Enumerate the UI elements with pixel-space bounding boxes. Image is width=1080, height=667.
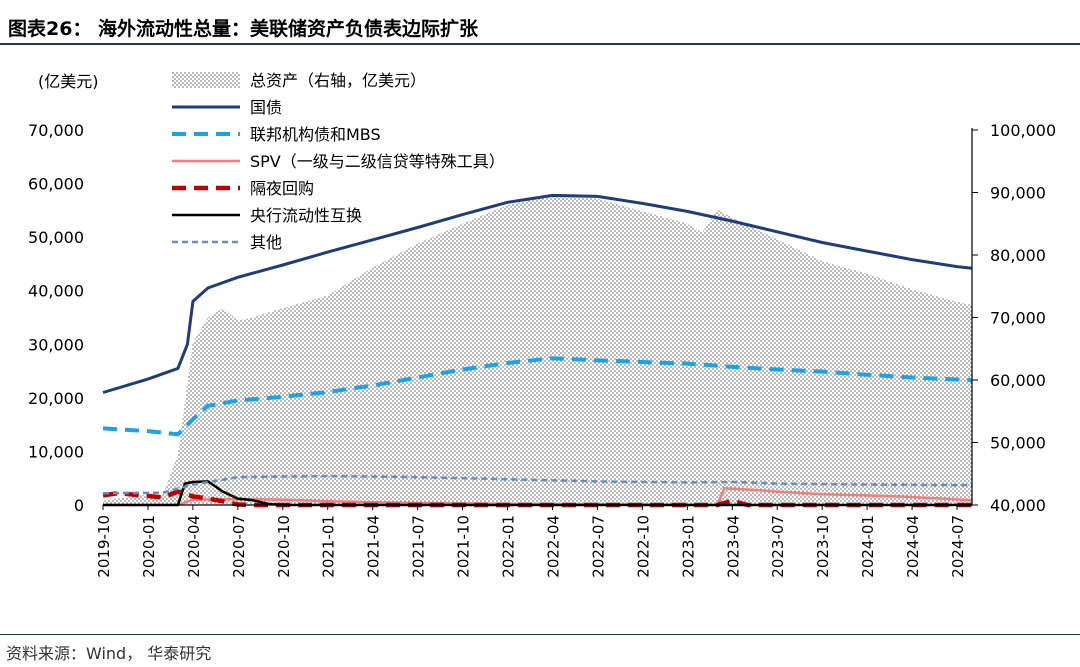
x-axis-tick-label: 2020-04 [185, 515, 203, 578]
x-axis-tick-label: 2023-07 [769, 515, 787, 578]
x-axis-tick-label: 2019-10 [95, 515, 113, 578]
lines-layer [102, 193, 973, 508]
series-total_assets [103, 195, 972, 505]
right-axis-tick-label: 90,000 [990, 184, 1046, 203]
left-axis-tick-label: 50,000 [28, 228, 84, 247]
x-axis-tick-label: 2023-10 [814, 515, 832, 578]
x-axis-tick-label: 2021-07 [410, 515, 428, 578]
right-axis-tick-label: 80,000 [990, 246, 1046, 265]
x-axis-tick-label: 2022-07 [589, 515, 607, 578]
x-axis-tick-label: 2020-07 [230, 515, 248, 578]
x-axis-tick-label: 2022-01 [500, 515, 518, 578]
legend-label-other: 其他 [250, 233, 282, 252]
series-agency_mbs [102, 356, 973, 437]
left-axis-tick-label: 0 [74, 496, 84, 515]
right-axis-tick-label: 70,000 [990, 309, 1046, 328]
x-axis-tick-label: 2020-01 [140, 515, 158, 578]
series-overnight_repo [102, 489, 972, 508]
x-axis-tick-label: 2024-01 [859, 515, 877, 578]
x-axis-tick-label: 2022-04 [544, 515, 562, 578]
chart: 0 10,000 20,000 30,000 40,000 50,000 60,000 70,… [28, 71, 1056, 578]
x-axis-tick-label: 2023-04 [724, 515, 742, 578]
x-axis-tick-label: 2020-10 [275, 515, 293, 578]
left-axis-unit-label: (亿美元) [38, 72, 99, 91]
legend-label-liquidity_swap: 央行流动性互换 [250, 206, 362, 225]
right-axis-tick-label: 40,000 [990, 496, 1046, 515]
x-axis-tick-label: 2021-10 [455, 515, 473, 578]
x-axis-tick-label: 2024-04 [904, 515, 922, 578]
left-axis-tick-label: 70,000 [28, 121, 84, 140]
right-axis-tick-label: 100,000 [990, 121, 1056, 140]
left-axis-tick-label: 60,000 [28, 175, 84, 194]
series-treasuries [102, 193, 973, 394]
series-other [102, 474, 973, 495]
legend-label-total_assets: 总资产（右轴，亿美元） [250, 71, 426, 90]
left-axis-tick-label: 10,000 [28, 442, 84, 461]
x-axis-tick-label: 2023-01 [679, 515, 697, 578]
x-axis-tick-label: 2024-07 [949, 515, 967, 578]
series-liquidity_swap [103, 480, 972, 507]
right-axis-tick-label: 50,000 [990, 434, 1046, 453]
x-axis-tick-label: 2021-01 [320, 515, 338, 578]
left-axis-tick-label: 30,000 [28, 335, 84, 354]
figure-title: 图表26： 海外流动性总量：美联储资产负债表边际扩张 [8, 18, 479, 40]
title-rule [0, 43, 1080, 45]
source-rule [0, 634, 1080, 635]
legend-label-treasuries: 国债 [250, 98, 282, 117]
source-note: 资料来源：Wind， 华泰研究 [6, 644, 212, 663]
legend-label-spv: SPV（一级与二级信贷等特殊工具） [250, 152, 505, 171]
left-axis-tick-label: 40,000 [28, 282, 84, 301]
legend-label-overnight_repo: 隔夜回购 [250, 179, 314, 198]
area-layer [103, 195, 972, 505]
axes-layer: 0 10,000 20,000 30,000 40,000 50,000 60,000 70,… [28, 121, 1056, 578]
x-axis-tick-label: 2022-10 [634, 515, 652, 578]
x-axis-tick-label: 2021-04 [365, 515, 383, 578]
left-axis-tick-label: 20,000 [28, 389, 84, 408]
legend-label-agency_mbs: 联邦机构债和MBS [250, 125, 381, 144]
right-axis-tick-label: 60,000 [990, 371, 1046, 390]
legend-swatch-total_assets [172, 72, 240, 88]
